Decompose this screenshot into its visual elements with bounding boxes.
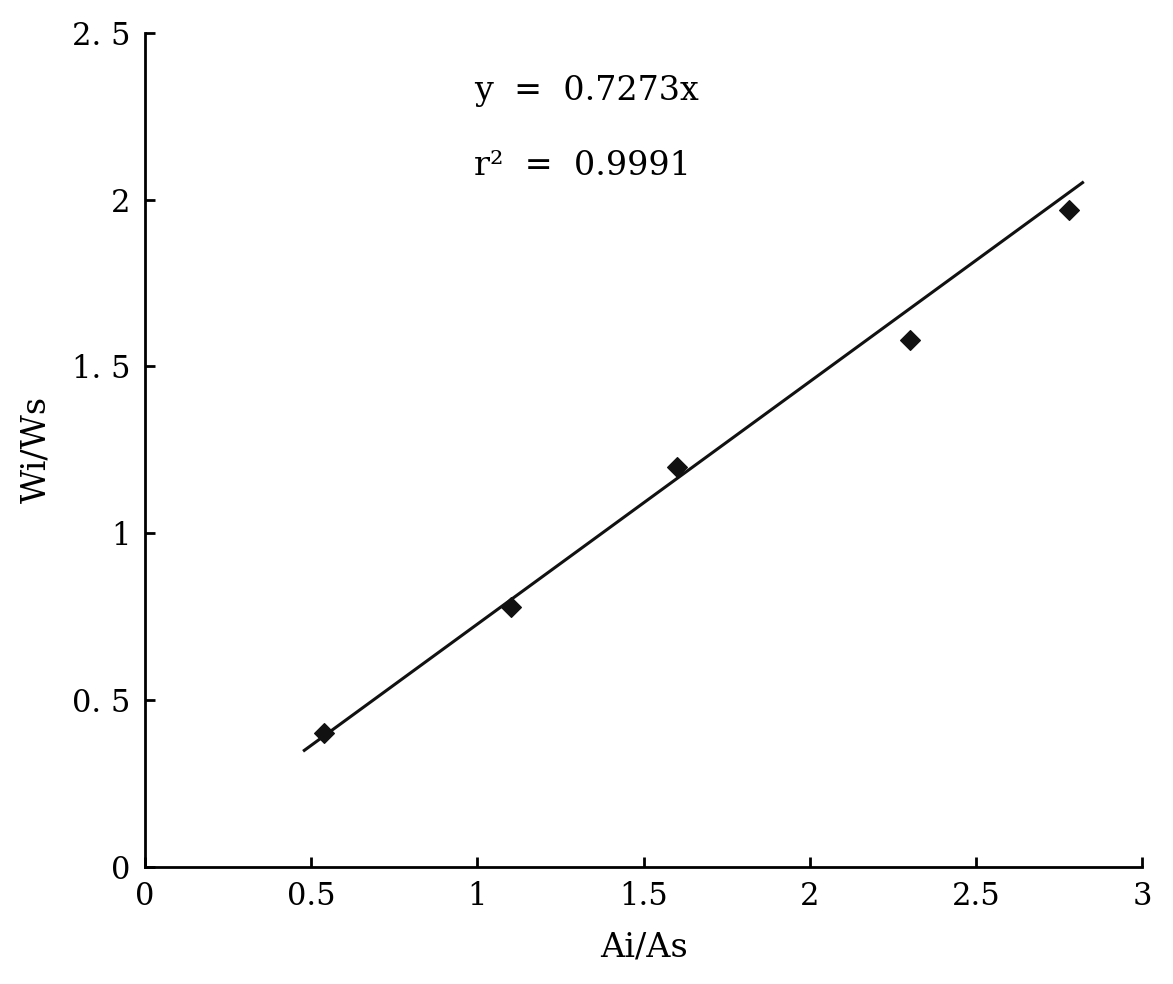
X-axis label: Ai/As: Ai/As [599,931,687,963]
Y-axis label: Wi/Ws: Wi/Ws [21,397,53,504]
Point [314,725,333,741]
Point [1060,202,1079,217]
Point [501,598,520,614]
Point [900,332,918,347]
Point [667,459,686,474]
Text: r²  =  0.9991: r² = 0.9991 [474,150,691,182]
Text: y  =  0.7273x: y = 0.7273x [474,75,699,106]
